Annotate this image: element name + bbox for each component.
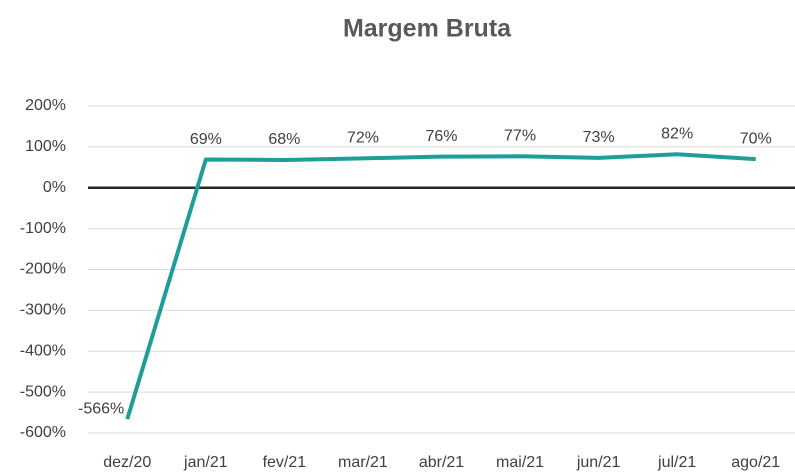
data-label: -566% <box>78 400 124 417</box>
y-tick-label: 0% <box>43 179 66 196</box>
x-tick-label: mai/21 <box>496 454 544 471</box>
data-label: 72% <box>347 130 379 147</box>
x-tick-label: abr/21 <box>419 454 464 471</box>
x-tick-label: ago/21 <box>731 454 780 471</box>
data-label: 77% <box>504 127 536 144</box>
x-tick-label: jun/21 <box>576 454 621 471</box>
y-tick-label: -500% <box>20 383 66 400</box>
x-tick-label: fev/21 <box>263 454 307 471</box>
x-tick-label: dez/20 <box>103 454 151 471</box>
y-tick-label: -400% <box>20 342 66 359</box>
x-tick-label: jul/21 <box>657 454 696 471</box>
y-tick-label: -100% <box>20 220 66 237</box>
y-tick-label: -200% <box>20 261 66 278</box>
y-tick-label: -300% <box>20 302 66 319</box>
data-label: 76% <box>425 128 457 145</box>
data-label: 68% <box>268 131 300 148</box>
data-label: 82% <box>661 125 693 142</box>
y-tick-label: 200% <box>25 97 66 114</box>
data-label: 73% <box>583 129 615 146</box>
chart-title: Margem Bruta <box>343 15 512 43</box>
x-tick-label: mar/21 <box>338 454 388 471</box>
data-label: 69% <box>190 131 222 148</box>
y-tick-label: 100% <box>25 138 66 155</box>
x-tick-label: jan/21 <box>183 454 228 471</box>
series-line <box>125 152 756 420</box>
y-tick-label: -600% <box>20 424 66 441</box>
data-label: 70% <box>740 130 772 147</box>
